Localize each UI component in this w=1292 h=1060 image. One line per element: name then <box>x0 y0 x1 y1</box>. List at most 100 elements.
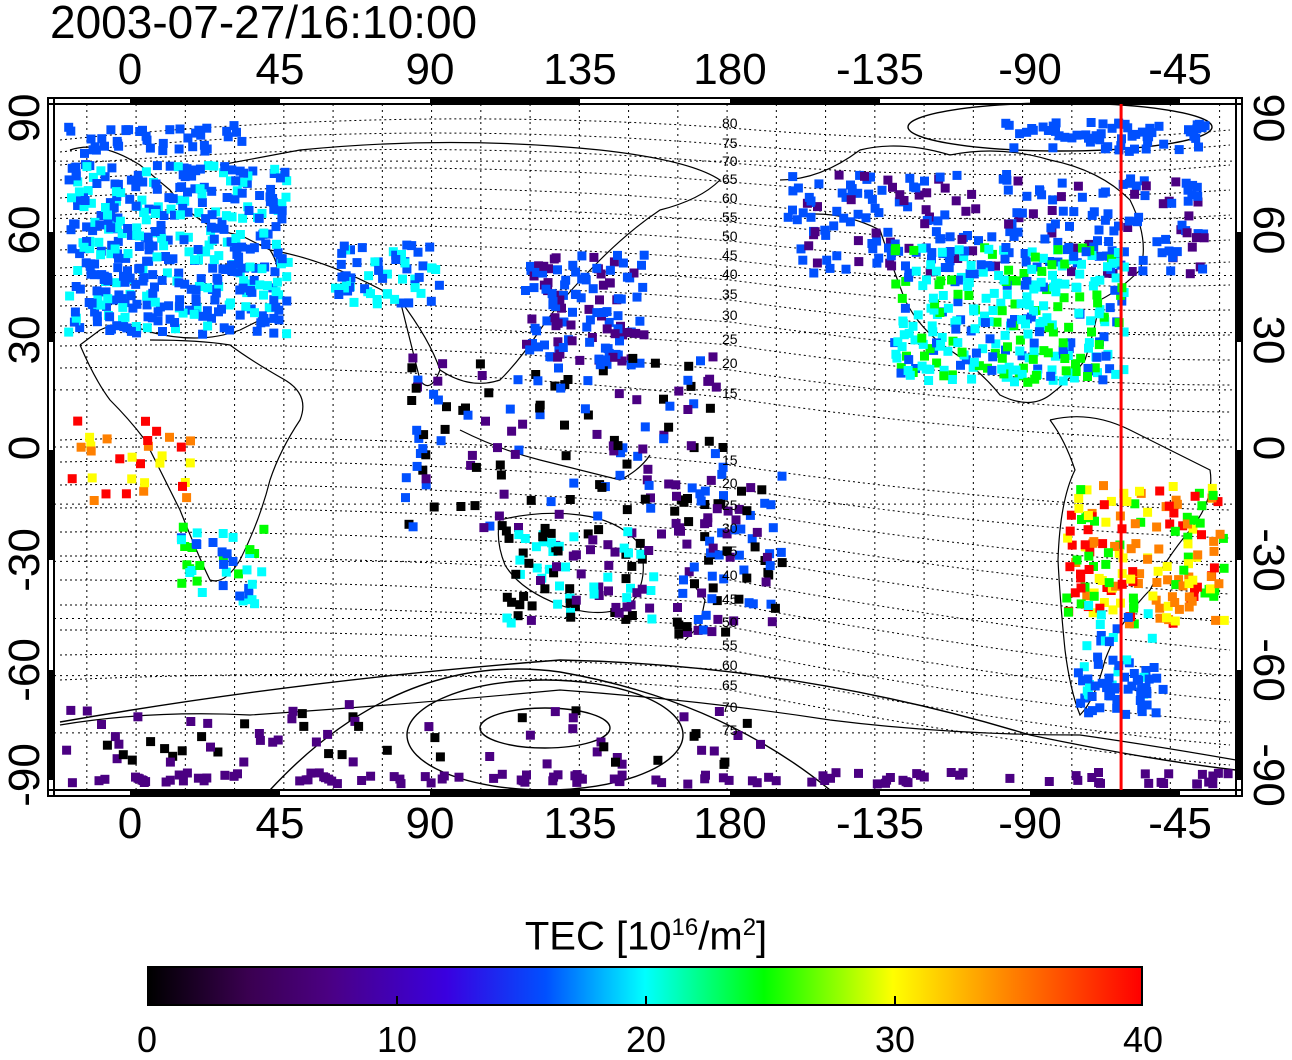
tec-cell <box>141 416 150 426</box>
tec-cell <box>191 285 201 295</box>
tec-cell <box>777 558 787 568</box>
tec-cell <box>197 198 207 207</box>
tec-cell <box>92 317 102 327</box>
tec-cell <box>1168 252 1178 262</box>
tec-cell <box>1021 319 1030 329</box>
tec-cell <box>798 255 808 265</box>
tec-cell <box>767 617 777 627</box>
tec-cell <box>676 526 685 536</box>
tec-pixels <box>62 118 1233 789</box>
tec-cell <box>168 751 178 761</box>
tec-cell <box>1205 584 1215 594</box>
tec-cell <box>1094 225 1104 235</box>
tec-cell <box>79 202 89 212</box>
tec-cell <box>719 759 729 769</box>
tec-cell <box>518 419 528 429</box>
tec-cell <box>277 206 287 216</box>
tec-cell <box>91 145 101 155</box>
tec-cell <box>1181 178 1191 188</box>
tec-cell <box>197 189 207 199</box>
tec-cell <box>1166 266 1176 276</box>
tec-cell <box>171 324 180 334</box>
tec-cell <box>944 263 954 273</box>
tec-cell <box>1170 598 1180 607</box>
tec-cell <box>1130 189 1140 199</box>
tec-cell <box>390 294 400 304</box>
border-segment <box>48 670 54 780</box>
tec-cell <box>570 289 580 299</box>
tec-cell <box>123 266 132 276</box>
tec-cell <box>635 316 645 326</box>
tec-cell <box>223 132 233 142</box>
tec-cell <box>339 283 349 293</box>
tec-cell <box>165 314 175 324</box>
tec-cell <box>714 707 724 716</box>
tec-cell <box>332 779 342 789</box>
tec-cell <box>793 183 803 193</box>
tec-cell <box>718 773 728 783</box>
tec-cell <box>546 497 556 507</box>
tec-cell <box>967 374 977 384</box>
tec-cell <box>683 375 693 385</box>
tec-cell <box>1114 221 1123 231</box>
tec-cell <box>247 595 257 605</box>
tec-cell <box>566 612 576 622</box>
tec-cell <box>165 125 175 135</box>
tec-cell <box>489 773 499 783</box>
tec-cell <box>110 732 120 742</box>
tec-cell <box>1171 580 1181 590</box>
tec-cell <box>418 444 428 454</box>
tec-cell <box>497 769 507 779</box>
tec-cell <box>202 306 212 316</box>
tec-cell <box>1071 367 1081 376</box>
tec-cell <box>1183 196 1193 206</box>
tec-cell <box>905 173 915 183</box>
tec-cell <box>254 729 264 738</box>
tec-cell <box>513 375 523 385</box>
tec-cell <box>798 208 808 218</box>
tec-cell <box>968 246 978 256</box>
tec-cell <box>221 211 231 221</box>
tec-cell <box>426 778 436 788</box>
tec-cell <box>1077 515 1086 524</box>
tec-cell <box>788 172 798 182</box>
tec-cell <box>831 768 841 778</box>
tec-cell <box>400 258 410 268</box>
tec-cell <box>1101 559 1111 569</box>
tec-cell <box>1134 675 1144 685</box>
tec-cell <box>614 389 624 399</box>
tec-cell <box>174 278 184 288</box>
tec-cell <box>177 746 187 756</box>
tec-cell <box>1155 486 1165 496</box>
tec-cell <box>101 489 111 499</box>
tec-cell <box>980 311 989 321</box>
tec-cell <box>927 321 937 331</box>
tec-cell <box>143 441 153 451</box>
tec-cell <box>1164 501 1174 511</box>
tec-cell <box>548 297 558 307</box>
tec-cell <box>1140 191 1150 201</box>
tec-cell <box>1061 366 1071 376</box>
tec-cell <box>599 742 609 752</box>
tec-cell <box>1144 778 1154 788</box>
tec-cell <box>1108 605 1118 615</box>
tec-cell <box>1004 362 1014 372</box>
tec-cell <box>594 354 604 364</box>
tec-cell <box>553 337 563 347</box>
tec-cell <box>1000 330 1010 340</box>
tec-cell <box>684 361 694 371</box>
tec-cell <box>532 563 542 573</box>
tec-cell <box>506 618 516 628</box>
tec-cell <box>542 759 552 769</box>
tec-cell <box>219 323 229 333</box>
border-segment <box>1236 670 1242 780</box>
tec-cell <box>940 210 950 220</box>
tec-cell <box>1108 655 1118 665</box>
tec-cell <box>419 430 429 440</box>
tec-cell <box>1096 636 1106 646</box>
tec-cell <box>1002 170 1012 179</box>
tec-cell <box>247 579 257 589</box>
contour-label: 35 <box>722 286 738 302</box>
tec-cell <box>372 299 382 309</box>
tec-cell <box>1076 599 1086 609</box>
